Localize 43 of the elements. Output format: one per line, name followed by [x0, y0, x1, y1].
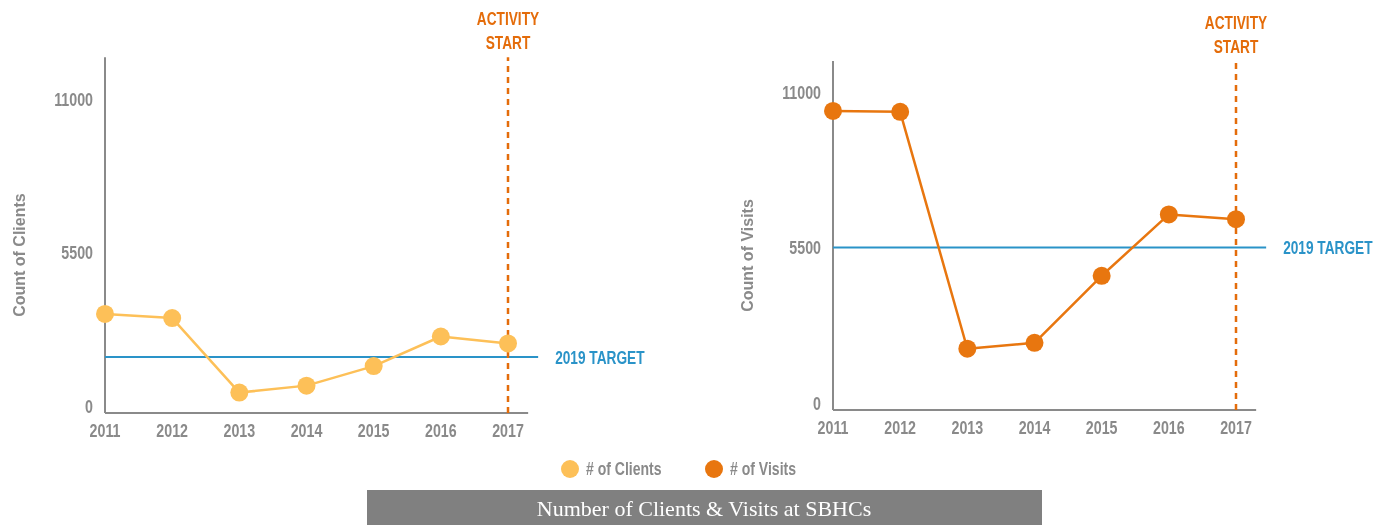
point — [891, 102, 910, 121]
y-axis-title: Count of Clients — [11, 193, 28, 317]
point — [297, 376, 316, 395]
x-tick-label: 2013 — [223, 420, 256, 442]
point — [96, 304, 114, 323]
point — [1227, 210, 1245, 229]
x-tick-label: 2016 — [424, 420, 457, 442]
text: Number of Clients & Visits at SBHCs — [536, 496, 872, 521]
x-tick-label: 2015 — [1085, 417, 1118, 439]
ref-line-label: 2019 TARGET — [555, 346, 645, 369]
y-tick-label: 11000 — [54, 88, 93, 111]
x-tick-label: 2016 — [1152, 417, 1185, 439]
point — [1159, 205, 1178, 224]
point — [230, 383, 249, 402]
point — [824, 101, 842, 120]
x-tick-label: 2017 — [1220, 417, 1252, 439]
y-axis-title: Count of Visits — [739, 199, 756, 312]
y-tick-label: 0 — [813, 392, 821, 415]
point — [1025, 333, 1044, 352]
x-tick-label: 2011 — [89, 420, 121, 442]
x-tick-label: 2012 — [884, 417, 917, 439]
point — [1092, 266, 1111, 285]
x-tick-label: 2017 — [492, 420, 524, 442]
ref-line-label: 2019 TARGET — [1283, 236, 1373, 259]
point — [958, 339, 977, 358]
y-tick-label: 5500 — [61, 242, 93, 264]
x-tick-label: 2012 — [156, 420, 189, 442]
x-tick-label: 2013 — [951, 417, 984, 439]
legend-label: # of Clients — [586, 458, 662, 479]
y-tick-label: 0 — [85, 395, 93, 418]
y-tick-label: 11000 — [782, 81, 821, 104]
point — [163, 309, 182, 328]
y-tick-label: 5500 — [789, 237, 821, 259]
point — [499, 334, 517, 353]
legend-label: # of Visits — [730, 458, 797, 479]
ref-line-label: ACTIVITY START — [476, 7, 540, 54]
x-tick-label: 2015 — [357, 420, 390, 442]
x-tick-label: 2014 — [1018, 417, 1051, 439]
point — [364, 357, 383, 376]
point — [431, 327, 450, 346]
x-tick-label: 2014 — [290, 420, 323, 442]
x-tick-label: 2011 — [817, 417, 849, 439]
ref-line-label: ACTIVITY START — [1204, 11, 1268, 58]
